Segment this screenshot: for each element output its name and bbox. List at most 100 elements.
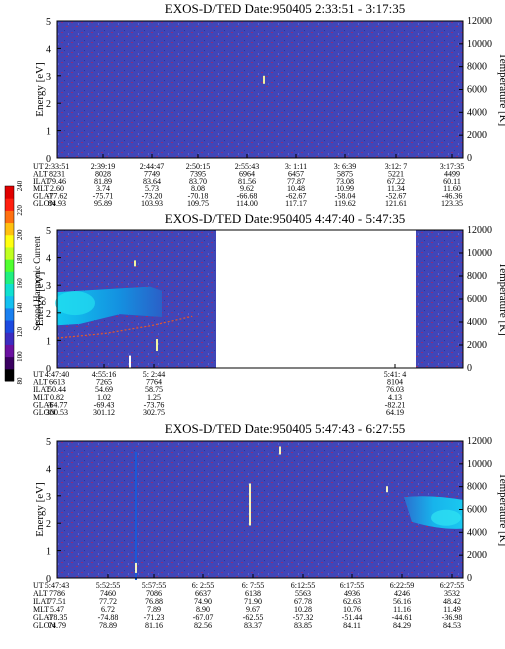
table-cell: 6:22:59 xyxy=(390,581,414,590)
table-cell: 4499 xyxy=(444,169,460,178)
table-cell: 81.16 xyxy=(145,621,163,630)
table-cell: 8.90 xyxy=(196,605,210,614)
table-cell: 7460 xyxy=(100,589,116,598)
table-cell: 10.28 xyxy=(294,605,312,614)
row-label: MLT xyxy=(33,393,49,402)
colorbar-tick: 140 xyxy=(16,302,24,313)
y2-tick-label: 8000 xyxy=(467,271,487,282)
table-cell: 7.89 xyxy=(147,605,161,614)
table-cell: -78.35 xyxy=(47,613,68,622)
table-cell: 5221 xyxy=(388,169,404,178)
table-cell: 109.75 xyxy=(187,199,209,208)
colorbar-segment xyxy=(5,271,14,284)
table-cell: 5:57:55 xyxy=(142,581,166,590)
table-cell: 76.88 xyxy=(145,597,163,606)
y2-tick-label: 12000 xyxy=(467,16,492,27)
table-cell: 4246 xyxy=(394,589,410,598)
table-cell: 7265 xyxy=(96,378,112,387)
table-cell: 5: 2:44 xyxy=(143,370,165,379)
table-cell: 300.53 xyxy=(46,408,68,417)
ion-band-core xyxy=(431,509,461,526)
row-label: ILAT xyxy=(33,385,50,394)
y-tick-label: 2 xyxy=(46,309,51,320)
table-cell: 84.53 xyxy=(443,621,461,630)
colorbar-tick: 200 xyxy=(16,229,24,240)
table-cell: 56.16 xyxy=(393,597,411,606)
y2-axis-label: Temperature [K] xyxy=(497,262,505,335)
y2-tick-label: 10000 xyxy=(467,39,492,50)
y-tick-label: 2 xyxy=(46,99,51,110)
table-cell: 4:55:16 xyxy=(92,370,116,379)
y2-tick-label: 0 xyxy=(467,573,472,584)
table-cell: 78.89 xyxy=(99,621,117,630)
colorbar-tick: 120 xyxy=(16,327,24,338)
row-label: ILAT xyxy=(33,177,50,186)
table-cell: 5.47 xyxy=(50,605,64,614)
table-cell: 7786 xyxy=(49,589,65,598)
panel-3: EXOS-D/TED Date:950405 5:47:43 - 6:27:55… xyxy=(33,421,505,630)
table-cell: 83.64 xyxy=(143,177,161,186)
table-cell: 6:12:55 xyxy=(291,581,315,590)
table-cell: 103.93 xyxy=(141,199,163,208)
table-cell: 9.62 xyxy=(240,184,254,193)
colorbar-segment xyxy=(5,332,14,345)
table-cell: 2:39:19 xyxy=(91,162,115,171)
table-cell: 4936 xyxy=(344,589,360,598)
row-label: GLON xyxy=(33,408,55,417)
spike xyxy=(134,260,136,267)
y2-tick-label: 2000 xyxy=(467,550,487,561)
table-cell: 3: 6:39 xyxy=(334,162,356,171)
spike xyxy=(249,483,251,526)
y2-tick-label: 4000 xyxy=(467,107,487,118)
y2-tick-label: 6000 xyxy=(467,294,487,305)
y-axis-label: Energy [eV] xyxy=(34,272,46,326)
y-tick-label: 1 xyxy=(46,127,51,138)
table-cell: 117.17 xyxy=(285,199,307,208)
table-cell: 67.22 xyxy=(387,177,405,186)
y2-tick-label: 12000 xyxy=(467,225,492,236)
table-cell: 119.62 xyxy=(334,199,356,208)
table-cell: 4.13 xyxy=(388,393,402,402)
y2-tick-label: 10000 xyxy=(467,459,492,470)
y-tick-label: 4 xyxy=(46,254,51,265)
table-cell: 6457 xyxy=(288,169,304,178)
table-cell: 7749 xyxy=(144,169,160,178)
y-tick-label: 3 xyxy=(46,492,51,503)
y2-tick-label: 8000 xyxy=(467,482,487,493)
spike xyxy=(386,486,388,493)
spike xyxy=(263,75,265,84)
table-cell: 6637 xyxy=(195,589,211,598)
table-cell: 123.35 xyxy=(441,199,463,208)
table-cell: 5875 xyxy=(337,169,353,178)
colorbar-tick: 220 xyxy=(16,205,24,216)
table-cell: 7764 xyxy=(146,378,162,387)
spike xyxy=(279,446,281,455)
row-label: ALT xyxy=(33,589,48,598)
table-cell: 50.44 xyxy=(48,385,66,394)
row-label: UT xyxy=(33,581,44,590)
colorbar-segment xyxy=(5,283,14,297)
ion-band-core xyxy=(55,291,95,316)
row-label: GLAT xyxy=(33,400,54,409)
row-label: GLAT xyxy=(33,613,54,622)
table-cell: 77.87 xyxy=(287,177,305,186)
table-cell: 6138 xyxy=(245,589,261,598)
y-axis-label: Energy [eV] xyxy=(34,62,46,116)
table-cell: 114.00 xyxy=(236,199,258,208)
table-cell: 1.25 xyxy=(147,393,161,402)
table-cell: 10.99 xyxy=(336,184,354,193)
panel-title: EXOS-D/TED Date:950405 5:47:43 - 6:27:55 xyxy=(165,421,405,436)
table-cell: 3532 xyxy=(444,589,460,598)
table-cell: -71.23 xyxy=(144,613,165,622)
table-cell: 3:17:35 xyxy=(440,162,464,171)
table-cell: -69.43 xyxy=(94,400,115,409)
heatmap-background xyxy=(57,441,463,578)
table-cell: 67.78 xyxy=(294,597,312,606)
table-cell: 74.90 xyxy=(194,597,212,606)
table-cell: 11.34 xyxy=(387,184,405,193)
colorbar-tick: 180 xyxy=(16,253,24,264)
table-cell: 5:52:55 xyxy=(96,581,120,590)
y-tick-label: 3 xyxy=(46,72,51,83)
temperature-trace xyxy=(56,315,193,339)
table-cell: 83.70 xyxy=(189,177,207,186)
